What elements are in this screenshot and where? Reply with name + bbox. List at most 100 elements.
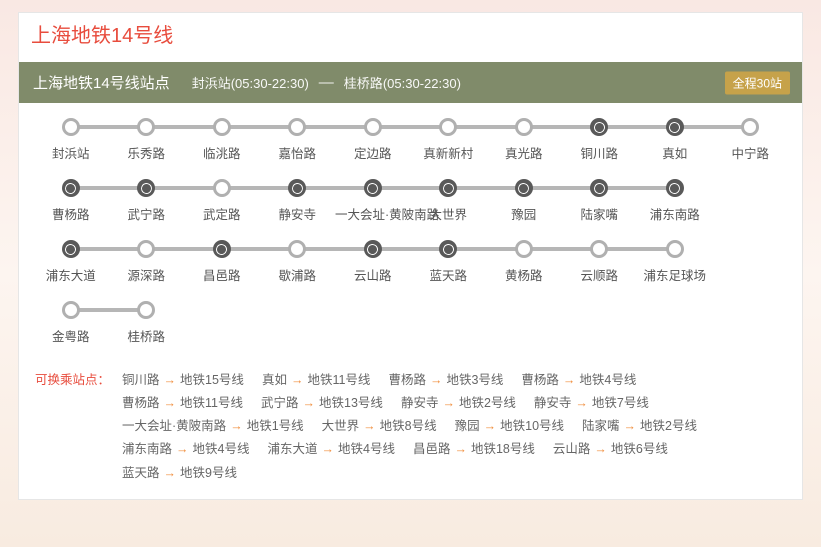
transfer-to: 地铁11号线 (180, 396, 243, 410)
transfer-node-icon[interactable] (666, 179, 684, 197)
label-slot (713, 265, 789, 284)
transfer-item[interactable]: 铜川路→地铁15号线 (122, 369, 244, 392)
transfer-node-icon[interactable] (364, 179, 382, 197)
transfer-item[interactable]: 大世界→地铁8号线 (322, 415, 437, 438)
node-slot (713, 178, 789, 198)
line-wrap (33, 300, 788, 320)
node-slot (637, 178, 713, 198)
transfer-from: 真如 (262, 373, 287, 387)
transfer-to: 地铁4号线 (579, 373, 636, 387)
station-node[interactable] (137, 118, 155, 136)
transfer-item[interactable]: 静安寺→地铁2号线 (401, 392, 516, 415)
node-slot (637, 239, 713, 259)
transfer-item[interactable]: 浦东大道→地铁4号线 (267, 438, 394, 461)
station-node[interactable] (213, 118, 231, 136)
transfer-to: 地铁7号线 (592, 396, 649, 410)
station-label: 真如 (637, 143, 713, 162)
transfer-to: 地铁13号线 (319, 396, 383, 410)
transfer-item[interactable]: 昌邑路→地铁18号线 (413, 438, 535, 461)
transfer-to: 地铁4号线 (338, 442, 395, 456)
transfer-node-icon[interactable] (515, 179, 533, 197)
transfer-item[interactable]: 浦东南路→地铁4号线 (122, 438, 249, 461)
station-label: 真光路 (486, 143, 562, 162)
transfer-node-icon[interactable] (439, 240, 457, 258)
transfer-node-icon[interactable] (137, 179, 155, 197)
line-wrap (33, 117, 788, 137)
node-slot (713, 117, 789, 137)
station-label: 嘉怡路 (260, 143, 336, 162)
transfer-node-icon[interactable] (213, 240, 231, 258)
node-slot (411, 300, 487, 320)
arrow-icon: → (430, 373, 443, 387)
transfer-item[interactable]: 真如→地铁11号线 (262, 369, 371, 392)
transfer-from: 云山路 (553, 442, 591, 456)
transfer-to: 地铁2号线 (640, 419, 697, 433)
start-station: 封浜站 (192, 76, 231, 91)
station-rows: 封浜站乐秀路临洮路嘉怡路定边路真新新村真光路铜川路真如中宁路曹杨路武宁路武定路静… (19, 103, 802, 357)
arrow-icon: → (563, 373, 576, 387)
station-node[interactable] (137, 301, 155, 319)
transfer-item[interactable]: 曹杨路 →地铁11号线 (122, 392, 243, 415)
station-label: 金粤路 (33, 326, 109, 345)
labels: 曹杨路武宁路武定路静安寺一大会址·黄陂南路大世界豫园陆家嘴浦东南路 (33, 204, 788, 223)
station-node[interactable] (62, 118, 80, 136)
node-slot (335, 300, 411, 320)
station-node[interactable] (137, 240, 155, 258)
transfer-item[interactable]: 蓝天路→地铁9号线 (122, 462, 237, 485)
arrow-icon: → (363, 419, 376, 433)
transfer-node-icon[interactable] (590, 179, 608, 197)
station-node[interactable] (515, 240, 533, 258)
transfer-node-icon[interactable] (288, 179, 306, 197)
transfer-node-icon[interactable] (62, 240, 80, 258)
start-time: 05:30-22:30 (235, 76, 304, 91)
transfer-node-icon[interactable] (590, 118, 608, 136)
station-label: 武定路 (184, 204, 260, 223)
transfer-item[interactable]: 豫园→地铁10号线 (455, 415, 564, 438)
station-node[interactable] (439, 118, 457, 136)
node-slot (562, 300, 638, 320)
node-slot (411, 117, 487, 137)
transfer-node-icon[interactable] (439, 179, 457, 197)
transfer-item[interactable]: 云山路→地铁6号线 (553, 438, 668, 461)
station-label: 一大会址·黄陂南路 (335, 204, 411, 223)
transfer-item[interactable]: 陆家嘴→地铁2号线 (582, 415, 697, 438)
station-label: 铜川路 (562, 143, 638, 162)
station-node[interactable] (288, 240, 306, 258)
transfer-node-icon[interactable] (62, 179, 80, 197)
transfer-item[interactable]: 曹杨路→地铁3号线 (388, 369, 503, 392)
station-row: 封浜站乐秀路临洮路嘉怡路定边路真新新村真光路铜川路真如中宁路 (33, 117, 788, 162)
arrow-icon: → (322, 442, 335, 456)
station-label: 武宁路 (109, 204, 185, 223)
station-node[interactable] (62, 301, 80, 319)
transfer-to: 地铁1号线 (247, 419, 304, 433)
node-slot (486, 239, 562, 259)
transfer-item[interactable]: 静安寺→地铁7号线 (534, 392, 649, 415)
transfer-item[interactable]: 一大会址·黄陂南路→地铁1号线 (122, 415, 304, 438)
node-slot (109, 239, 185, 259)
transfer-from: 静安寺 (401, 396, 439, 410)
station-node[interactable] (741, 118, 759, 136)
station-node[interactable] (213, 179, 231, 197)
transfer-item[interactable]: 曹杨路→地铁4号线 (521, 369, 636, 392)
station-label: 浦东南路 (637, 204, 713, 223)
header-bar: 上海地铁14号线站点 封浜站(05:30-22:30) — 桂桥路(05:30-… (19, 62, 802, 103)
transfer-node-icon[interactable] (364, 240, 382, 258)
transfer-from: 曹杨路 (122, 396, 160, 410)
node-slot (260, 117, 336, 137)
end-time: 05:30-22:30 (387, 76, 456, 91)
station-node[interactable] (364, 118, 382, 136)
transfer-title: 可换乘站点： (35, 369, 110, 485)
station-label: 歇浦路 (260, 265, 336, 284)
station-node[interactable] (666, 240, 684, 258)
station-label: 云顺路 (562, 265, 638, 284)
end-station: 桂桥路 (344, 76, 383, 91)
station-label: 豫园 (486, 204, 562, 223)
station-node[interactable] (515, 118, 533, 136)
node-slot (486, 300, 562, 320)
transfer-node-icon[interactable] (666, 118, 684, 136)
station-node[interactable] (288, 118, 306, 136)
transfer-item[interactable]: 武宁路→地铁13号线 (261, 392, 383, 415)
node-slot (184, 117, 260, 137)
station-node[interactable] (590, 240, 608, 258)
arrow-icon: → (164, 396, 177, 410)
